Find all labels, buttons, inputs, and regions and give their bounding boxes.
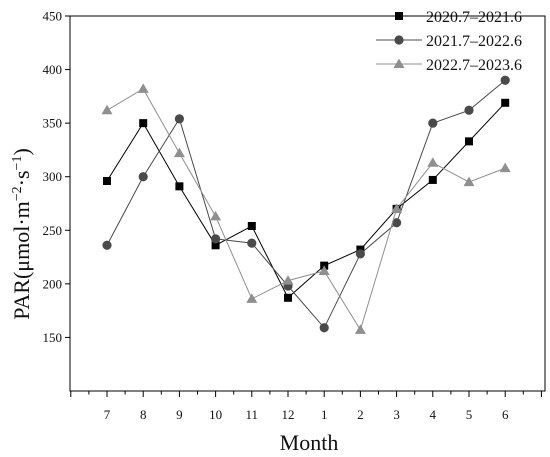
y-axis-title-sup2: −1	[10, 156, 25, 171]
y-axis-title-end: )	[9, 148, 34, 155]
y-tick-label: 400	[43, 62, 63, 77]
legend-item-2: 2021.7–2022.6	[376, 33, 522, 50]
series-3-point	[318, 265, 330, 275]
series-2-point	[174, 114, 184, 124]
x-tick-label: 5	[466, 407, 473, 422]
y-tick-label: 300	[43, 169, 63, 184]
series-1-point	[428, 175, 437, 184]
y-axis-title: PAR(μmol·m−2·s−1)	[9, 148, 34, 320]
series-1-point	[247, 222, 256, 230]
y-axis-title-main: PAR(μmol·m	[9, 201, 34, 320]
series-3-point	[137, 83, 149, 93]
x-tick-label: 9	[176, 407, 183, 422]
series-2-point	[319, 323, 329, 333]
series-1-point	[103, 177, 111, 185]
y-tick-label: 250	[43, 223, 63, 238]
legend-item-1: 2020.7–2021.6	[376, 9, 522, 26]
y-ticks: 150 200 250 300 350 400 450	[43, 9, 70, 345]
axes	[69, 15, 546, 392]
series-3-point	[427, 157, 439, 167]
series-2-point	[428, 118, 438, 128]
series-3-point	[499, 162, 511, 173]
x-ticks: 7 8 9 10 11 12 1 2 3 4 5 6	[70, 391, 542, 422]
series-3-line	[106, 88, 506, 332]
y-tick-label: 350	[43, 116, 63, 131]
legend-label: 2022.7–2023.6	[426, 57, 522, 74]
x-tick-label: 4	[430, 407, 437, 422]
series-layer	[101, 75, 511, 334]
series-1-point	[465, 137, 473, 146]
series-3	[101, 83, 511, 334]
x-tick-label: 2	[357, 407, 364, 422]
series-1	[103, 98, 510, 302]
series-3-point	[391, 203, 403, 213]
series-3-point	[282, 275, 294, 285]
x-tick-label: 12	[282, 407, 295, 422]
series-2-point	[355, 249, 365, 259]
series-3-point	[210, 210, 222, 221]
y-tick-label: 450	[43, 9, 63, 24]
series-1-point	[175, 182, 184, 191]
series-3-point	[463, 176, 475, 187]
series-3-point	[246, 293, 258, 303]
series-3-point	[173, 147, 185, 158]
legend-label: 2020.7–2021.6	[426, 9, 522, 26]
series-2-point	[211, 234, 221, 244]
x-tick-label: 3	[393, 407, 400, 422]
x-axis-title: Month	[280, 430, 339, 455]
series-3-point	[354, 324, 366, 334]
series-2-point	[138, 172, 148, 182]
legend-marker	[394, 35, 404, 45]
legend-marker	[395, 12, 403, 20]
series-1-point	[139, 119, 148, 128]
legend-label: 2021.7–2022.6	[426, 33, 522, 50]
series-2-point	[464, 105, 474, 115]
series-1-point	[501, 98, 510, 107]
series-1-line	[106, 102, 506, 299]
series-2-point	[247, 238, 257, 248]
y-axis-title-mid: ·s	[9, 170, 34, 186]
y-tick-label: 200	[43, 276, 63, 291]
legend: 2020.7–2021.6 2021.7–2022.6 2022.7–2023.6	[376, 9, 522, 74]
series-1-point	[284, 293, 292, 302]
legend-item-3: 2022.7–2023.6	[376, 57, 522, 74]
series-1-point	[211, 241, 220, 250]
series-2-line	[106, 79, 506, 329]
plot-frame	[69, 15, 546, 392]
y-tick-label: 150	[43, 330, 63, 345]
legend-marker	[393, 58, 405, 68]
x-tick-label: 6	[502, 407, 509, 422]
series-2-point	[392, 218, 402, 228]
x-tick-label: 8	[140, 407, 147, 422]
x-tick-label: 7	[104, 407, 111, 422]
x-tick-label: 10	[209, 407, 222, 422]
series-2	[102, 75, 510, 333]
series-2-point	[102, 240, 112, 250]
y-axis-title-sup1: −2	[10, 186, 25, 201]
x-tick-label: 1	[321, 407, 328, 422]
series-2-point	[500, 75, 510, 85]
x-tick-label: 11	[246, 407, 259, 422]
series-3-point	[101, 104, 113, 115]
